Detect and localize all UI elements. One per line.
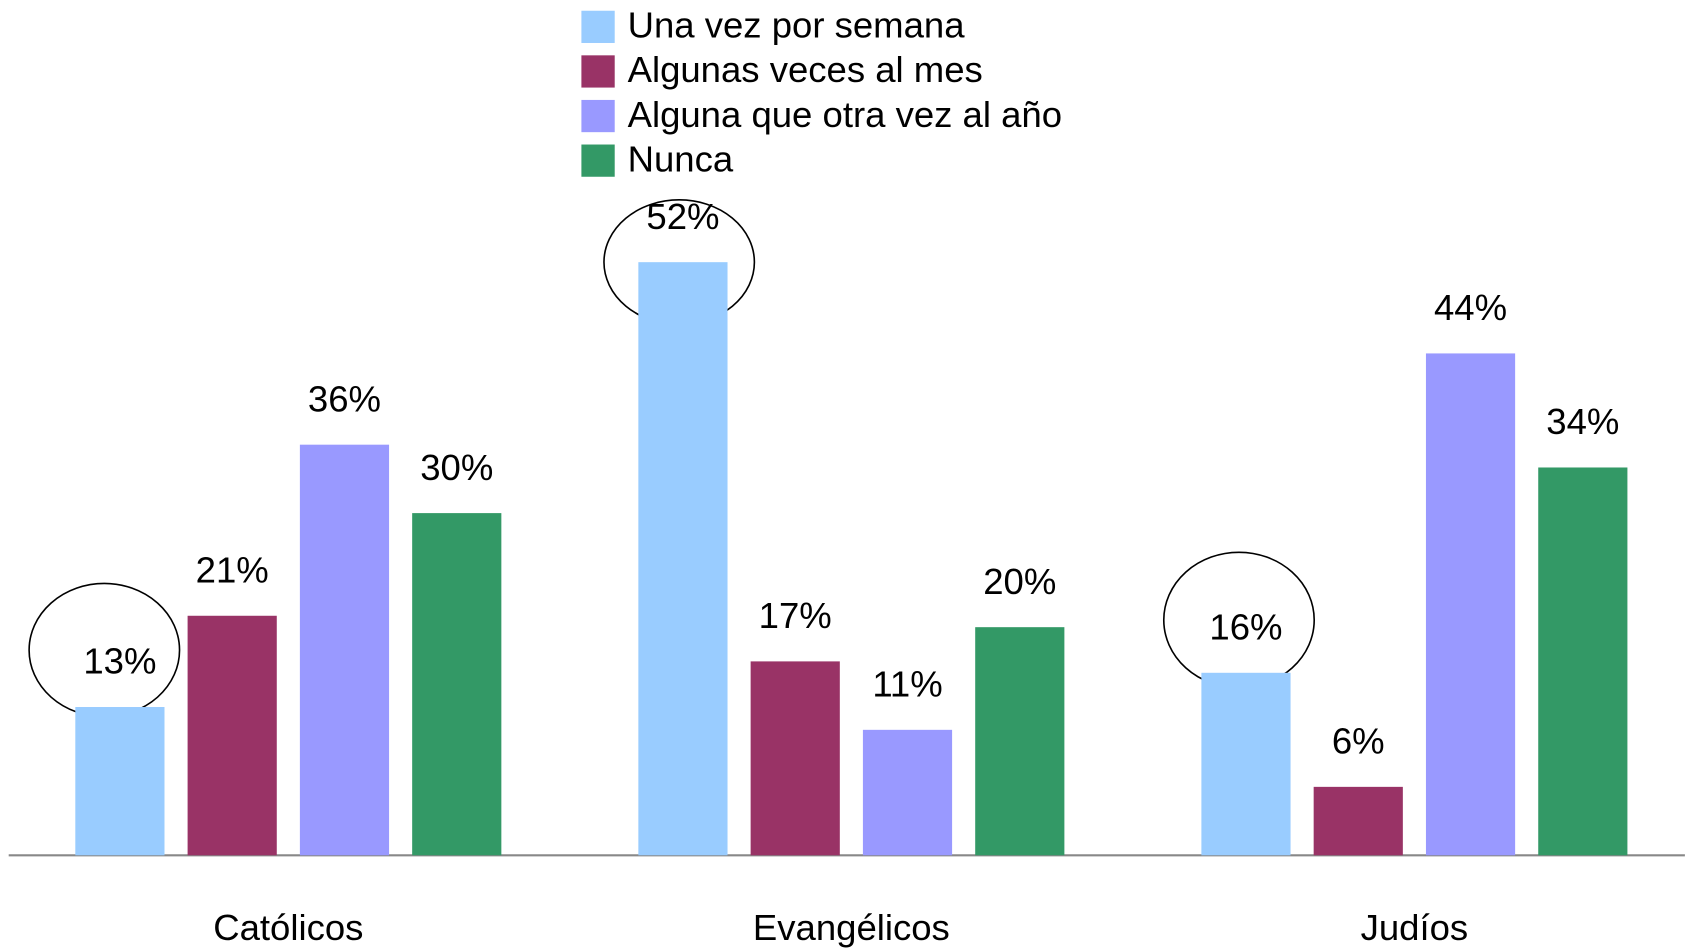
legend-swatch — [581, 10, 615, 43]
bar — [975, 627, 1065, 856]
legend-swatch — [581, 144, 615, 177]
bar — [1538, 467, 1628, 856]
bar — [75, 707, 165, 856]
data-label: 17% — [759, 595, 832, 636]
data-label: 44% — [1434, 287, 1507, 328]
bar — [187, 615, 277, 856]
bar — [412, 513, 502, 856]
legend-swatch — [581, 55, 615, 88]
data-label: 6% — [1332, 721, 1385, 762]
legend-label: Una vez por semana — [628, 5, 966, 46]
bar — [750, 661, 840, 856]
x-tick-label: Judíos — [1361, 907, 1469, 948]
x-tick-label: Evangélicos — [753, 907, 950, 948]
data-label: 36% — [308, 378, 381, 419]
data-label: 30% — [420, 447, 493, 488]
bar — [1425, 353, 1516, 856]
data-label: 11% — [872, 664, 942, 705]
legend-label: Alguna que otra vez al año — [628, 94, 1062, 135]
data-label: 20% — [983, 561, 1056, 602]
x-tick-label: Católicos — [213, 907, 363, 948]
data-label: 21% — [196, 549, 269, 590]
bar — [1201, 672, 1291, 856]
legend-label: Algunas veces al mes — [628, 49, 983, 90]
bar — [862, 729, 953, 856]
bar — [1313, 786, 1403, 856]
legend-swatch — [581, 99, 615, 133]
data-label: 52% — [646, 196, 719, 237]
data-label: 34% — [1546, 401, 1619, 442]
bar — [638, 262, 728, 856]
bar — [299, 444, 390, 856]
data-label: 13% — [83, 641, 156, 682]
data-label: 16% — [1209, 606, 1282, 647]
legend-label: Nunca — [628, 138, 734, 179]
